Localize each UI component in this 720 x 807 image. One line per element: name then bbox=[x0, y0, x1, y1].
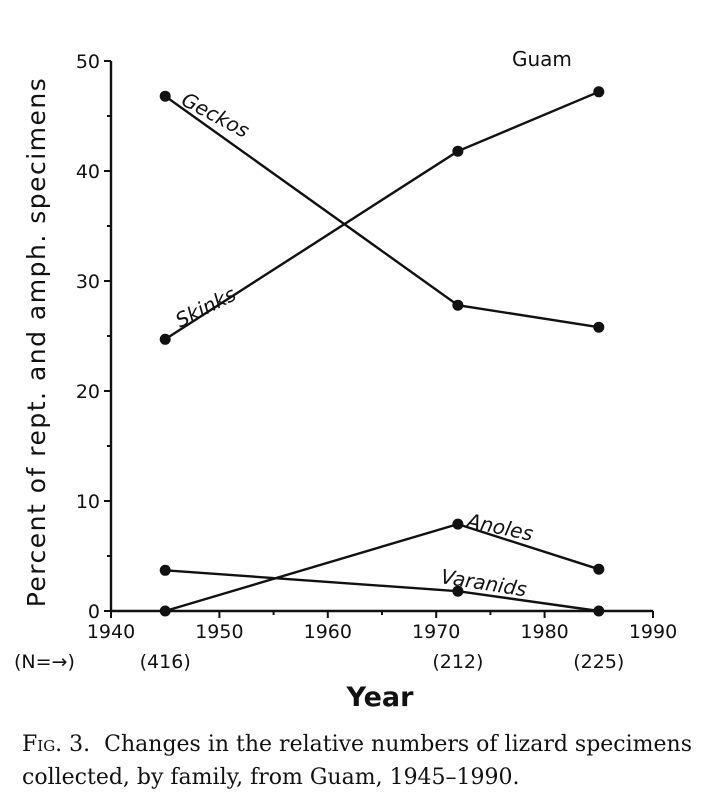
x-tick-label: 1990 bbox=[629, 621, 677, 643]
data-point-skinks bbox=[593, 86, 605, 98]
caption-text: Changes in the relative numbers of lizar… bbox=[22, 732, 693, 790]
figure-number: Fig. 3. bbox=[22, 732, 91, 757]
ticks: 0 10 20 30 40 50 1940 1950 1960 1970 1980 1990 bbox=[76, 51, 677, 643]
n-prefix: (N=→) bbox=[14, 651, 75, 673]
sample-size-label: (225) bbox=[573, 651, 624, 673]
y-tick-label: 10 bbox=[76, 491, 100, 513]
series-group bbox=[159, 86, 605, 617]
series-label-anoles: Anoles bbox=[463, 508, 535, 546]
y-tick-label: 20 bbox=[76, 381, 100, 403]
x-tick-label: 1980 bbox=[520, 621, 568, 643]
data-point-skinks bbox=[452, 145, 464, 157]
data-point-anoles bbox=[452, 518, 464, 530]
y-tick-label: 50 bbox=[76, 51, 100, 73]
series-label-skinks: Skinks bbox=[171, 282, 239, 333]
figure-caption: Fig. 3. Changes in the relative numbers o… bbox=[22, 728, 702, 794]
data-point-anoles bbox=[159, 605, 171, 617]
y-tick-label: 30 bbox=[76, 271, 100, 293]
axes bbox=[109, 61, 653, 613]
series-line-anoles bbox=[164, 522, 600, 613]
y-tick-label: 40 bbox=[76, 161, 100, 183]
data-point-varanids bbox=[159, 564, 171, 576]
x-tick-label: 1970 bbox=[412, 621, 460, 643]
sample-size-labels: (416) (212) (225) bbox=[140, 651, 625, 673]
data-point-varanids bbox=[452, 585, 464, 597]
data-point-varanids bbox=[593, 605, 605, 617]
x-tick-label: 1950 bbox=[195, 621, 243, 643]
sample-size-label: (212) bbox=[432, 651, 483, 673]
region-label: Guam bbox=[512, 47, 572, 71]
data-point-geckos bbox=[593, 321, 605, 333]
y-tick-label: 0 bbox=[88, 601, 100, 623]
sample-size-label: (416) bbox=[140, 651, 191, 673]
series-label-geckos: Geckos bbox=[178, 87, 254, 142]
chart: 0 10 20 30 40 50 1940 1950 1960 1970 1980 1990 Geck… bbox=[14, 47, 677, 713]
x-axis-title: Year bbox=[346, 682, 415, 713]
series-labels: Geckos Skinks Anoles Varanids Guam bbox=[171, 47, 572, 601]
data-point-geckos bbox=[159, 90, 171, 102]
y-axis-title: Percent of rept. and amph. specimens bbox=[22, 77, 51, 608]
x-tick-label: 1940 bbox=[87, 621, 135, 643]
data-point-anoles bbox=[593, 563, 605, 575]
data-point-skinks bbox=[159, 333, 171, 345]
x-tick-label: 1960 bbox=[304, 621, 352, 643]
data-point-geckos bbox=[452, 299, 464, 311]
